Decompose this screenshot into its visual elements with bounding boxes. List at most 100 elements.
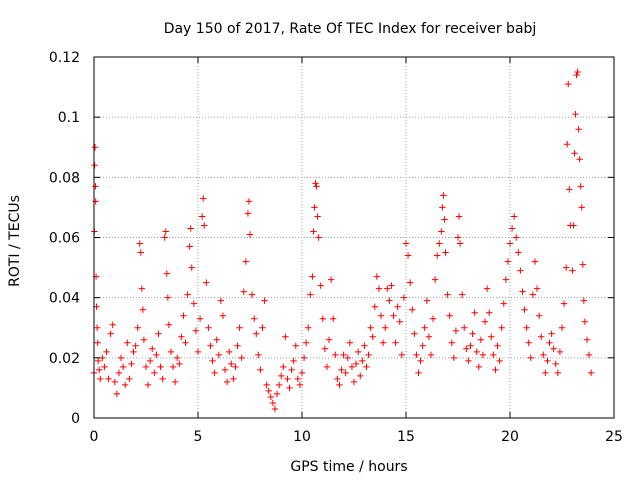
data-point [330,315,337,322]
data-point [163,270,170,277]
y-tick-label: 0.12 [49,50,80,66]
data-point [132,342,139,349]
data-point [282,333,289,340]
data-point [323,363,331,371]
data-point [513,234,520,241]
data-point [392,339,399,346]
data-point [194,348,202,356]
data-point [425,333,433,340]
data-point [265,387,272,395]
data-point [402,240,410,247]
data-point [236,324,243,331]
data-point [310,228,317,235]
data-point [97,375,104,383]
data-point [440,192,447,199]
data-point [275,381,283,389]
data-point [469,330,476,337]
data-point [441,216,448,223]
data-point [564,141,571,148]
data-point [558,324,566,331]
data-point [529,291,537,298]
data-point [527,354,534,362]
x-tick-label: 0 [90,429,99,445]
data-point [398,351,406,359]
data-point [419,342,426,349]
data-point [302,339,310,346]
y-axis-label: ROTI / TECUs [7,195,23,287]
data-point [234,342,241,349]
data-point [483,285,491,292]
data-point [261,297,268,304]
data-point [93,324,101,331]
data-point [439,204,446,211]
data-point [280,363,287,371]
data-point [508,225,516,232]
data-point [157,363,164,371]
data-point [99,354,106,362]
data-point [377,312,385,319]
data-point [165,321,173,328]
data-point [196,315,204,322]
data-point [134,324,141,331]
data-point [357,372,364,380]
data-point [465,357,472,365]
data-point [486,309,493,316]
data-point [540,351,547,359]
data-point [411,330,418,337]
data-point [162,228,169,235]
data-point [96,366,103,374]
data-point [336,381,343,389]
data-point [458,291,466,298]
data-point [365,351,372,359]
x-tick-label: 5 [194,429,203,445]
data-point [188,264,195,271]
data-point [406,279,414,286]
data-point [186,243,193,250]
data-point [452,327,460,334]
data-point [548,330,555,337]
data-point [371,303,378,310]
data-point [91,162,98,169]
data-point [571,150,578,157]
data-point [490,351,497,359]
data-point [122,381,129,389]
data-point [369,333,376,340]
data-point [294,375,302,383]
data-point [494,342,501,349]
data-point [575,126,582,133]
data-point [566,186,573,193]
data-point [585,351,593,359]
x-tick-label: 25 [605,429,623,445]
data-point [151,369,158,377]
y-tick-label: 0.04 [49,291,80,307]
data-point [311,204,318,211]
data-point [171,378,179,386]
data-point [259,324,266,331]
data-point [246,231,254,238]
data-point [361,342,368,349]
data-point [92,183,99,190]
data-point [119,363,127,371]
data-point [346,339,354,346]
data-point [298,369,306,377]
data-point [313,183,320,190]
data-point [500,300,507,307]
data-point [203,279,210,286]
data-point [217,297,225,304]
data-point [201,222,208,229]
data-point [479,351,487,359]
y-tick-label: 0 [71,411,80,427]
y-tick-label: 0.02 [49,351,80,367]
data-point [560,300,568,307]
data-point [325,336,333,343]
data-point [200,195,207,202]
data-point [107,330,114,337]
data-point [359,357,366,365]
data-point [124,339,131,346]
data-point [576,156,583,163]
data-point [219,312,227,319]
data-point [167,348,175,356]
data-point [187,225,194,232]
x-tick-label: 10 [293,429,311,445]
